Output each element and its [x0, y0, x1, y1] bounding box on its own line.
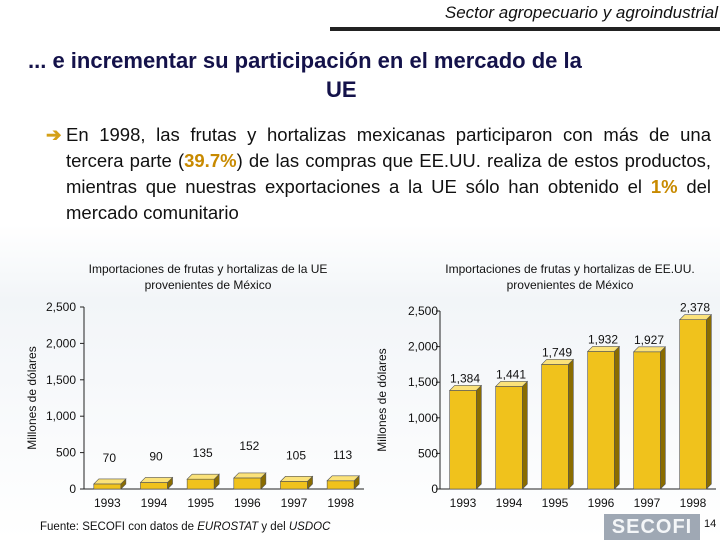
chart-us-value-label: 1,927 [634, 333, 664, 347]
chart-eu-title: Importaciones de frutas y hortalizas de … [88, 262, 328, 292]
chart-eu-value-label: 105 [286, 448, 306, 462]
footnote-middle: y del [258, 521, 289, 533]
chart-us-bar-top [632, 346, 667, 353]
chart-us-title: Importaciones de frutas y hortalizas de … [445, 262, 695, 292]
chart-us-bar [633, 351, 661, 490]
chart-eu-bar [186, 478, 215, 490]
chart-eu-y-tick-label: 1,500 [46, 373, 76, 387]
chart-us-bar-side [476, 384, 482, 490]
chart-eu-y-tick-label: 2,500 [46, 300, 76, 314]
chart-eu-bar [280, 481, 308, 490]
chart-eu-y-tick-label: 2,000 [46, 336, 76, 350]
chart-us-value-label: 1,749 [542, 345, 572, 359]
chart-us-y-tick-label: 1,000 [408, 411, 438, 425]
bullet-text: En 1998, las frutas y hortalizas mexican… [66, 122, 711, 226]
bullet-text-mid: ) de las compras que EE.UU. realiza de e… [66, 150, 712, 197]
chart-eu-value-label: 90 [149, 449, 163, 463]
footnote-prefix: Fuente: SECOFI con datos de [40, 521, 198, 533]
chart-us-y-tick-label: 500 [418, 446, 438, 460]
chart-us-value-label: 1,932 [588, 332, 618, 346]
chart-eu-x-tick-label: 1993 [94, 496, 121, 510]
chart-us-y-tick-label: 0 [431, 482, 438, 496]
chart-us-bar-side [660, 346, 666, 490]
bullet-text-prefix: En 1998, las frutas y hortalizas mexican… [66, 124, 711, 171]
chart-us-value-label: 1,384 [450, 371, 480, 385]
chart-us-value-label: 2,378 [680, 301, 710, 315]
chart-us-y-tick-label: 1,500 [408, 375, 438, 389]
chart-eu-bar-top [139, 477, 174, 483]
footnote-source1: EUROSTAT [197, 521, 259, 533]
chart-eu-bar [233, 477, 262, 490]
chart-eu-x-tick-label: 1996 [234, 496, 261, 510]
chart-eu-x-tick-label: 1998 [327, 496, 354, 510]
chart-eu-bar-top [326, 475, 360, 482]
chart-eu-bar [140, 482, 168, 490]
chart-eu-x-tick-label: 1995 [187, 496, 214, 510]
slide-title-line1: ... e incrementar su participación en el… [28, 48, 582, 73]
section-title: Sector agropecuario y agroindustrial [444, 3, 718, 22]
chart-us-x-tick-label: 1996 [588, 496, 615, 510]
chart-eu-bar-top [279, 476, 314, 482]
chart-us-bar-top [494, 381, 529, 387]
chart-us-bar-side [706, 313, 712, 490]
chart-eu-y-label: Millones de dólares [25, 346, 39, 449]
chart-eu-bar [93, 483, 122, 490]
chart-eu-y-tick-label: 500 [56, 446, 76, 460]
chart-us-bar [541, 364, 569, 490]
chart-us-x-tick-label: 1994 [496, 496, 523, 510]
chart-us-y-tick-label: 2,000 [408, 340, 438, 354]
slide-title-line2: UE [326, 77, 357, 102]
secofi-logo: SECOFI [604, 514, 700, 540]
eu-share-value: 1% [650, 176, 678, 197]
chart-us-x-tick-label: 1997 [634, 496, 661, 510]
chart-us-bar-top [678, 314, 713, 320]
chart-us-value-label: 1,441 [496, 367, 526, 381]
chart-us-x-tick-label: 1995 [542, 496, 569, 510]
chart-us-x-tick-label: 1998 [680, 496, 707, 510]
source-footnote: Fuente: SECOFI con datos de EUROSTAT y d… [40, 521, 330, 533]
chart-eu-y-tick-label: 1,000 [46, 409, 76, 423]
footnote-source2: USDOC [288, 521, 331, 533]
chart-us-bar-side [614, 345, 620, 490]
chart-us-bar-side [522, 380, 528, 490]
chart-us-bar-top [448, 385, 483, 391]
chart-us-bar-side [568, 358, 574, 490]
chart-us-y-tick-label: 2,500 [408, 304, 438, 318]
chart-eu-value-label: 70 [103, 451, 117, 465]
bullet-text-suffix: del mercado comunitario [66, 176, 712, 223]
chart-us-bar [495, 386, 523, 490]
chart-eu-value-label: 113 [333, 448, 352, 462]
chart-eu-value-label: 135 [193, 446, 213, 460]
chart-eu-x-tick-label: 1994 [141, 496, 168, 510]
arrow-bullet-icon: ➔ [46, 124, 62, 145]
slide-title: ... e incrementar su participación en el… [28, 46, 720, 104]
chart-eu-bar-top [233, 472, 267, 479]
chart-eu-bar-top [93, 478, 127, 485]
chart-eu-bar [326, 480, 355, 490]
chart-us-bar [449, 390, 477, 490]
chart-eu-bar-top [186, 473, 220, 480]
page-number: 14 [704, 518, 717, 530]
chart-us-x-tick-label: 1993 [450, 496, 477, 510]
chart-eu-x-tick-label: 1997 [281, 496, 308, 510]
header-divider [330, 27, 720, 31]
chart-eu-value-label: 152 [239, 439, 259, 453]
chart-us-bar [587, 351, 615, 490]
chart-us-bar [679, 319, 707, 490]
chart-us-bar-top [586, 346, 621, 352]
us-share-value: 39.7% [184, 150, 237, 171]
chart-us-y-label: Millones de dólares [375, 348, 389, 451]
chart-us-bar-top [540, 359, 575, 365]
chart-eu-y-tick-label: 0 [69, 482, 76, 496]
